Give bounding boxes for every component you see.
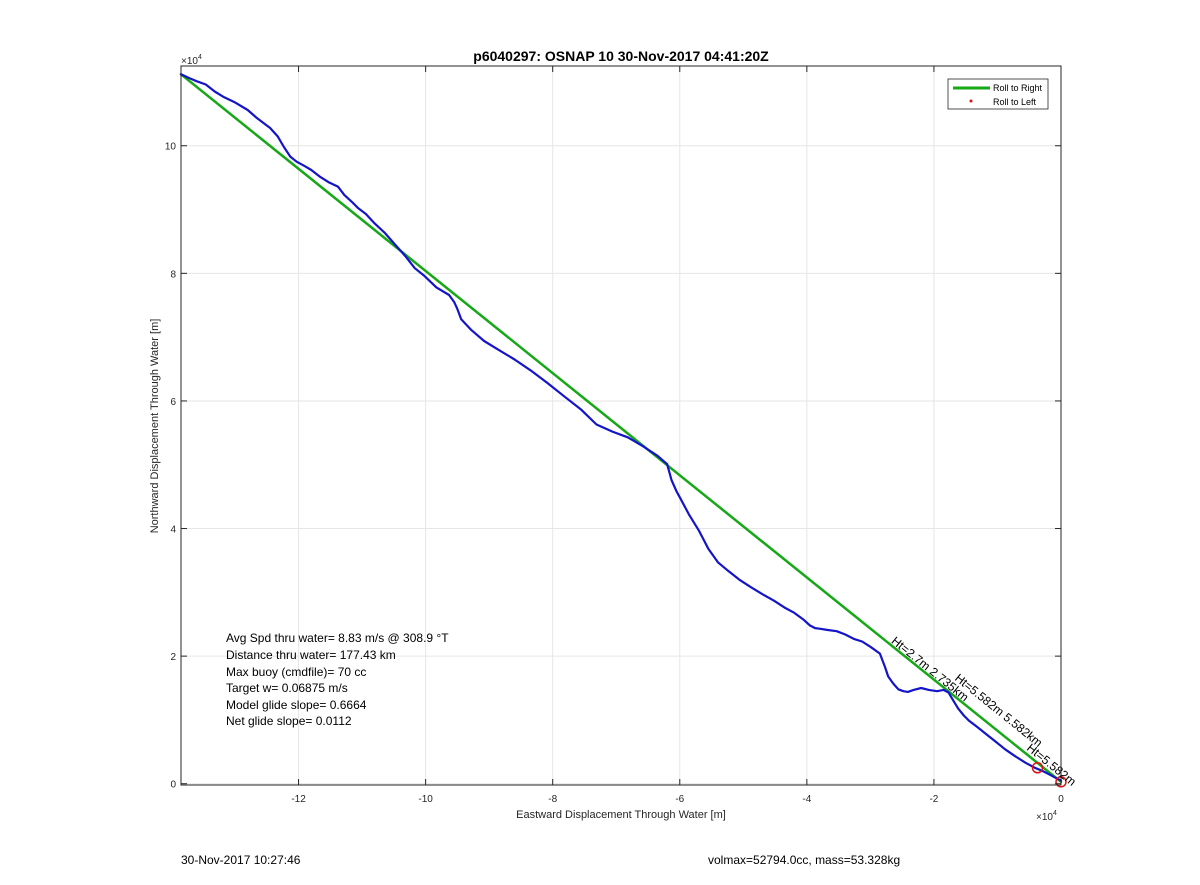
stats-annotation: Avg Spd thru water= 8.83 m/s @ 308.9 °T … — [226, 631, 449, 728]
x-tick-label: -2 — [929, 794, 938, 805]
x-exponent: ×104 — [1036, 810, 1057, 823]
x-tick-label: -8 — [548, 794, 557, 805]
x-tick-label: -10 — [418, 794, 433, 805]
footer-vol-mass: volmax=52794.0cc, mass=53.328kg — [708, 853, 901, 867]
y-axis-label: Northward Displacement Through Water [m] — [149, 319, 161, 534]
stats-line-net-glide: Net glide slope= 0.0112 — [226, 714, 352, 728]
series-line-track — [179, 73, 1063, 782]
legend[interactable]: Roll to Right Roll to Left — [947, 78, 1049, 110]
stats-line-max-buoy: Max buoy (cmdfile)= 70 cc — [226, 665, 366, 679]
x-axis-label: Eastward Displacement Through Water [m] — [516, 809, 726, 821]
y-tick-label: 0 — [170, 780, 176, 791]
legend-label-roll-left: Roll to Left — [993, 97, 1037, 107]
y-tick-label: 6 — [170, 397, 176, 408]
x-tick-label: -4 — [802, 794, 811, 805]
marker-circle — [1031, 762, 1044, 774]
series-line-roll-right — [179, 73, 1063, 784]
footer-timestamp: 30-Nov-2017 10:27:46 — [181, 853, 301, 867]
stats-line-target-w: Target w= 0.06875 m/s — [226, 681, 348, 695]
legend-box — [947, 78, 1049, 110]
y-exponent: ×104 — [181, 54, 202, 67]
stats-line-avg-speed: Avg Spd thru water= 8.83 m/s @ 308.9 °T — [226, 631, 449, 645]
stats-line-distance: Distance thru water= 177.43 km — [226, 648, 396, 662]
ticks: -12 -10 -8 -6 -4 -2 0 0 2 4 6 8 10 — [165, 66, 1064, 805]
legend-marker-roll-left — [969, 99, 973, 103]
x-tick-label: -12 — [291, 794, 306, 805]
stats-line-model-glide: Model glide slope= 0.6664 — [226, 698, 367, 712]
y-tick-label: 10 — [165, 142, 177, 153]
plot-frame — [180, 65, 1062, 786]
x-tick-label: 0 — [1058, 794, 1064, 805]
y-tick-label: 2 — [170, 652, 176, 663]
legend-label-roll-right: Roll to Right — [993, 83, 1043, 93]
y-tick-label: 4 — [170, 525, 176, 536]
chart-title: p6040297: OSNAP 10 30-Nov-2017 04:41:20Z — [473, 48, 769, 64]
y-tick-label: 8 — [170, 269, 176, 280]
x-tick-label: -6 — [675, 794, 684, 805]
